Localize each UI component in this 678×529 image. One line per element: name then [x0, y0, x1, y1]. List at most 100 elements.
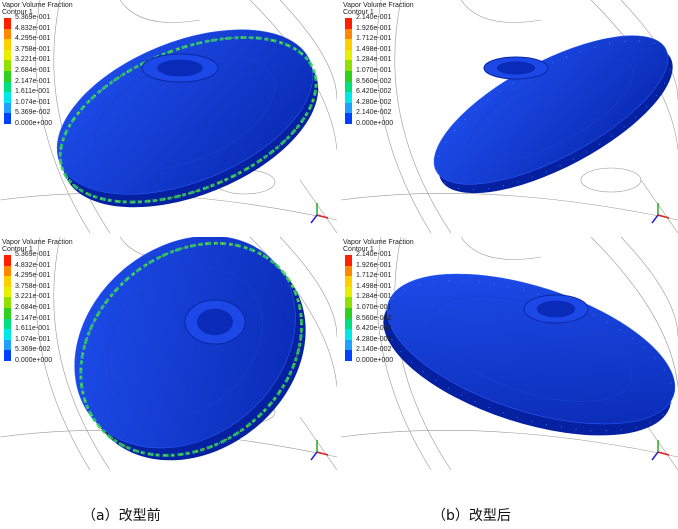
legend-label: 3.758e-001 [15, 282, 51, 290]
color-band [345, 307, 352, 319]
legend-label: 2.684e-001 [15, 67, 51, 74]
color-band [4, 339, 11, 351]
color-bar [345, 255, 352, 361]
legend-label: 2.140e-001 [356, 14, 392, 21]
legend-label: 5.369e-002 [15, 346, 51, 354]
color-band [345, 18, 352, 29]
legend-label: 1.284e-001 [356, 293, 392, 301]
color-band [4, 113, 11, 124]
color-band [4, 39, 11, 50]
color-band [4, 81, 11, 93]
color-band [4, 307, 11, 319]
legend-label: 1.611e-001 [15, 325, 50, 333]
legend-title: Vapor Volume Fraction [343, 2, 414, 9]
legend-label: 4.295e-001 [15, 272, 51, 280]
color-band [345, 286, 352, 298]
legend-label: 4.280e-002 [356, 98, 392, 106]
panel-b-bottom: Vapor Volume Fraction Contour 1 2.140e-00… [341, 237, 678, 470]
color-band [4, 102, 11, 114]
color-bar [4, 18, 11, 124]
color-legend: Vapor Volume Fraction Contour 1 5.369e-00… [2, 239, 73, 364]
legend-label: 1.712e-001 [356, 272, 392, 280]
panel-b-top: Vapor Volume Fraction Contour 1 2.140e-00… [341, 0, 678, 233]
axis-triad-icon [310, 440, 329, 461]
color-band [4, 49, 11, 61]
disc-contour-render [0, 0, 337, 233]
legend-label: 1.070e-001 [356, 304, 392, 311]
axis-triad-icon [310, 203, 329, 224]
legend-subtitle: Contour 1 [2, 9, 33, 16]
disc-contour-render [0, 237, 337, 470]
legend-label: 4.832e-001 [15, 261, 51, 269]
color-band [345, 39, 352, 50]
color-band [4, 60, 11, 71]
color-band [4, 276, 11, 287]
color-band [4, 329, 11, 340]
color-band [345, 339, 352, 351]
legend-label: 1.284e-001 [356, 56, 392, 64]
color-band [345, 92, 352, 103]
legend-label: 2.147e-001 [15, 314, 51, 322]
legend-label: 1.926e-001 [356, 24, 392, 32]
legend-subtitle: Contour 1 [343, 9, 374, 16]
legend-label: 1.498e-001 [356, 282, 392, 290]
legend-label: 6.420e-002 [356, 325, 392, 333]
color-band [345, 81, 352, 93]
color-band [345, 297, 352, 308]
color-band [4, 70, 11, 82]
panel-a-top: Vapor Volume Fraction Contour 1 5.369e-00… [0, 0, 337, 233]
color-band [345, 255, 352, 266]
wireframe-lines [341, 237, 678, 470]
color-band [4, 255, 11, 266]
legend-label: 0.000e+000 [15, 357, 53, 364]
legend-label: 5.369e-001 [15, 14, 51, 21]
color-bar [345, 18, 352, 124]
caption-b: （b）改型后 [432, 508, 511, 524]
color-band [4, 350, 11, 361]
color-legend: Vapor Volume Fraction Contour 1 2.140e-00… [343, 239, 414, 364]
disc-contour-render [341, 237, 678, 470]
color-band [345, 70, 352, 82]
legend-label: 0.000e+000 [15, 120, 53, 127]
legend-label: 2.140e-002 [356, 346, 392, 354]
legend-label: 1.074e-001 [15, 335, 51, 343]
color-band [345, 60, 352, 71]
color-band [4, 318, 11, 330]
color-band [345, 276, 352, 287]
legend-label: 1.926e-001 [356, 261, 392, 269]
legend-label: 0.000e+000 [356, 357, 394, 364]
legend-label: 3.221e-001 [15, 56, 51, 64]
caption-a: （a）改型前 [82, 508, 161, 524]
color-band [345, 113, 352, 124]
legend-label: 4.295e-001 [15, 35, 51, 43]
color-band [345, 28, 352, 40]
legend-subtitle: Contour 1 [2, 246, 33, 253]
legend-label: 3.758e-001 [15, 45, 51, 53]
legend-label: 5.369e-002 [15, 109, 51, 117]
color-band [4, 92, 11, 103]
legend-label: 1.712e-001 [356, 35, 392, 43]
legend-label: 2.140e-002 [356, 109, 392, 117]
color-band [345, 265, 352, 277]
color-band [4, 265, 11, 277]
axis-triad-icon [651, 440, 670, 461]
legend-label: 8.560e-002 [356, 314, 392, 322]
vapor-band [79, 241, 304, 457]
legend-title: Vapor Volume Fraction [343, 239, 414, 246]
legend-subtitle: Contour 1 [343, 246, 374, 253]
legend-label: 5.369e-001 [15, 251, 51, 258]
color-band [345, 329, 352, 340]
disc-top [386, 273, 676, 425]
color-band [345, 350, 352, 361]
color-band [4, 18, 11, 29]
color-band [4, 28, 11, 40]
legend-title: Vapor Volume Fraction [2, 2, 73, 9]
legend-label: 1.611e-001 [15, 88, 50, 96]
color-bar [4, 255, 11, 361]
color-legend: Vapor Volume Fraction Contour 1 2.140e-00… [343, 2, 414, 127]
legend-label: 4.280e-002 [356, 335, 392, 343]
color-band [4, 286, 11, 298]
legend-label: 1.074e-001 [15, 98, 51, 106]
legend-label: 1.070e-001 [356, 67, 392, 74]
color-band [345, 102, 352, 114]
